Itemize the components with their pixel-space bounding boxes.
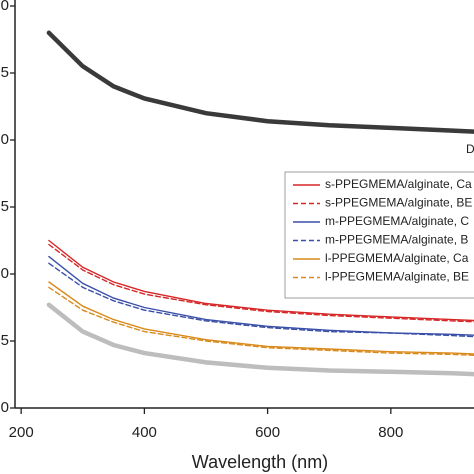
series-line — [48, 262, 474, 338]
y-tick-label: 5 — [1, 64, 9, 81]
y-tick-label: 0 — [1, 399, 9, 416]
x-axis-title: Wavelength (nm) — [192, 452, 328, 472]
legend-label: m-PPEGMEMA/alginate, C — [325, 214, 469, 228]
y-tick-label: 0 — [1, 265, 9, 282]
series-line — [48, 286, 474, 357]
x-tick-label: 200 — [9, 424, 34, 441]
y-tick-label: 5 — [1, 332, 9, 349]
legend-label: l-PPEGMEMA/alginate, BE — [325, 270, 469, 284]
x-tick-label: 800 — [378, 424, 403, 441]
series-line — [48, 243, 474, 323]
series-line — [46, 302, 474, 377]
legend-label: s-PPEGMEMA/alginate, BE — [325, 196, 472, 210]
x-tick-label: 600 — [255, 424, 280, 441]
legend-label: m-PPEGMEMA/alginate, B — [325, 233, 468, 247]
legend-label: s-PPEGMEMA/alginate, Ca — [325, 177, 472, 191]
series-line — [48, 281, 474, 355]
y-tick-label: 5 — [1, 198, 9, 215]
y-tick-label: 0 — [1, 131, 9, 148]
series-line — [48, 239, 474, 322]
x-tick-label: 400 — [132, 424, 157, 441]
y-tick-label: 0 — [1, 0, 9, 14]
legend-box — [284, 171, 474, 299]
annotation: D — [466, 142, 474, 156]
series-line — [46, 30, 474, 134]
legend-label: l-PPEGMEMA/alginate, Ca — [325, 251, 469, 265]
